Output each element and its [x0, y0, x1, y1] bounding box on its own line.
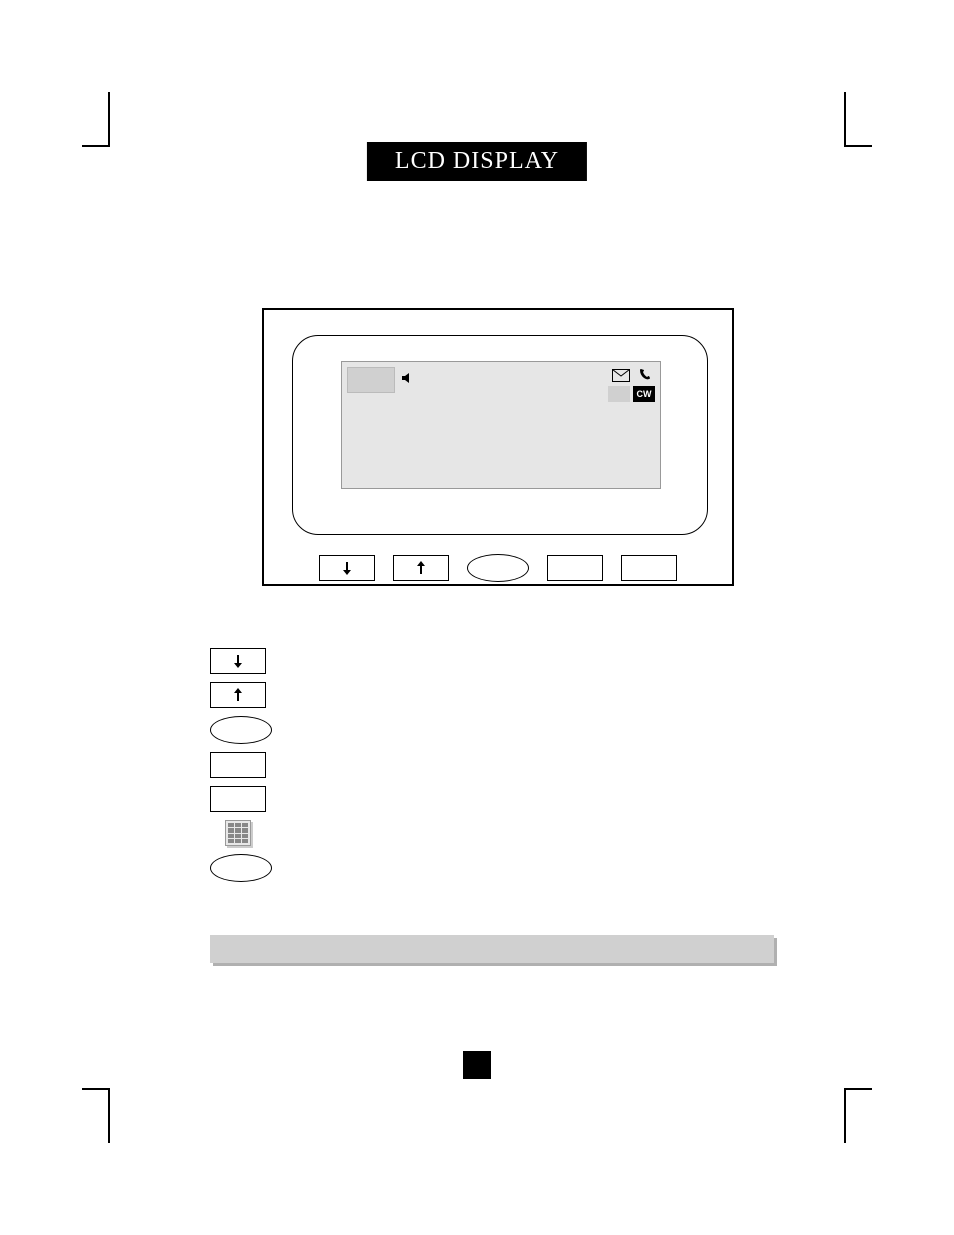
lcd-screen: CW	[341, 361, 661, 489]
arrow-down-icon	[232, 653, 244, 669]
page-title: LCD DISPLAY	[367, 142, 587, 181]
legend-oval-button	[210, 854, 272, 882]
crop-mark	[82, 145, 110, 147]
crop-mark	[844, 92, 846, 147]
down-button[interactable]	[319, 555, 375, 581]
crop-mark	[844, 145, 872, 147]
legend-row	[210, 820, 272, 846]
button-legend	[210, 648, 272, 890]
legend-row	[210, 786, 272, 812]
arrow-up-icon	[232, 687, 244, 703]
crop-mark	[108, 1088, 110, 1143]
phone-icon	[638, 367, 652, 386]
envelope-icon	[612, 369, 630, 382]
legend-up-button	[210, 682, 266, 708]
up-button[interactable]	[393, 555, 449, 581]
keypad-icon	[225, 820, 251, 846]
rect-button-2[interactable]	[621, 555, 677, 581]
legend-row	[210, 854, 272, 882]
line-indicator	[608, 386, 630, 402]
crop-mark	[82, 1088, 110, 1090]
button-row	[264, 554, 732, 582]
legend-row	[210, 752, 272, 778]
crop-mark	[844, 1088, 846, 1143]
device-diagram: CW	[262, 308, 734, 586]
legend-oval-button	[210, 716, 272, 744]
cw-indicator: CW	[633, 386, 655, 402]
screen-bezel: CW	[292, 335, 708, 535]
legend-down-button	[210, 648, 266, 674]
arrow-down-icon	[341, 560, 353, 576]
crop-mark	[844, 1088, 872, 1090]
legend-rect-button	[210, 786, 266, 812]
oval-button[interactable]	[467, 554, 529, 582]
legend-row	[210, 648, 272, 674]
crop-mark	[108, 92, 110, 147]
legend-row	[210, 716, 272, 744]
repeat-indicator	[347, 367, 395, 393]
legend-row	[210, 682, 272, 708]
legend-rect-button	[210, 752, 266, 778]
speaker-icon	[400, 371, 414, 385]
info-band	[210, 935, 774, 963]
rect-button-1[interactable]	[547, 555, 603, 581]
page-number-block	[463, 1051, 491, 1079]
arrow-up-icon	[415, 560, 427, 576]
